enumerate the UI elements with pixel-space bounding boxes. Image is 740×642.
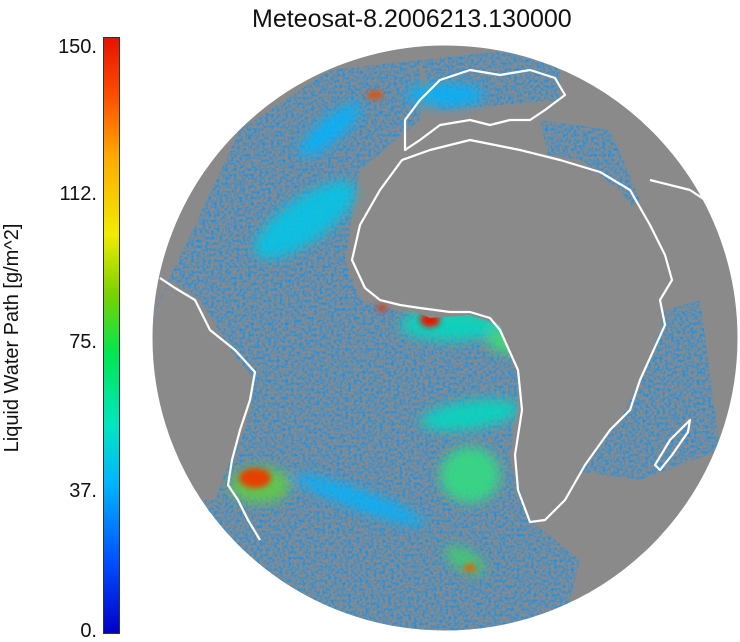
colorbar-tick: 75. [69,331,97,353]
colorbar [103,37,120,634]
colorbar-tick: 37. [69,480,97,502]
colorbar-tick: 112. [59,183,97,205]
colorbar-tick: 150. [58,36,97,58]
south-america-land [152,280,255,500]
map-title: Meteosat-8.2006213.130000 [252,5,572,33]
disk-edge [151,44,739,632]
africa-land [355,140,670,520]
colorbar-tick: 0. [80,620,97,642]
coastlines [159,68,721,541]
cloud-field [152,45,735,631]
